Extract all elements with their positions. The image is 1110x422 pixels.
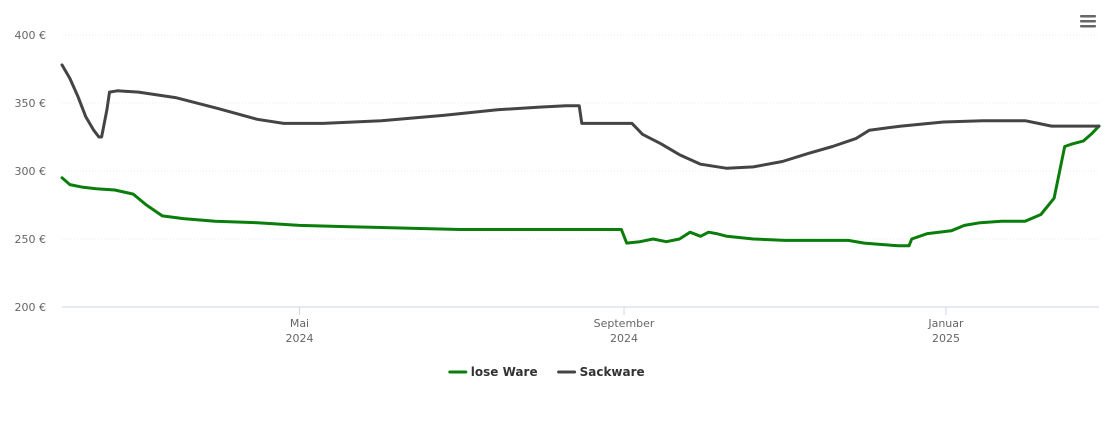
x-tick-month: Mai bbox=[290, 317, 309, 330]
y-tick-label: 200 € bbox=[15, 301, 47, 314]
y-tick-label: 350 € bbox=[15, 97, 47, 110]
y-tick-label: 400 € bbox=[15, 29, 47, 42]
legend: lose Ware Sackware bbox=[448, 365, 645, 379]
y-tick-label: 300 € bbox=[15, 165, 47, 178]
y-tick-label: 250 € bbox=[15, 233, 47, 246]
hamburger-menu-icon bbox=[1080, 15, 1096, 28]
series-lines bbox=[60, 63, 1101, 248]
series-line-0[interactable] bbox=[60, 124, 1101, 248]
legend-label: Sackware bbox=[580, 365, 645, 379]
chart-menu-button[interactable] bbox=[1074, 10, 1102, 34]
y-gridlines bbox=[62, 34, 1099, 240]
legend-item-1[interactable]: Sackware bbox=[557, 365, 645, 379]
x-tick-year: 2025 bbox=[932, 332, 960, 345]
x-axis-ticks: Mai 2024 September 2024 Januar 2025 bbox=[285, 307, 964, 345]
x-tick-year: 2024 bbox=[610, 332, 638, 345]
legend-label: lose Ware bbox=[471, 365, 538, 379]
x-tick-month: Januar bbox=[927, 317, 964, 330]
y-axis-labels: 200 € 250 € 300 € 350 € 400 € bbox=[15, 29, 47, 314]
legend-item-0[interactable]: lose Ware bbox=[448, 365, 538, 379]
series-line-1[interactable] bbox=[60, 63, 1101, 170]
x-tick-year: 2024 bbox=[285, 332, 313, 345]
x-tick-month: September bbox=[594, 317, 655, 330]
